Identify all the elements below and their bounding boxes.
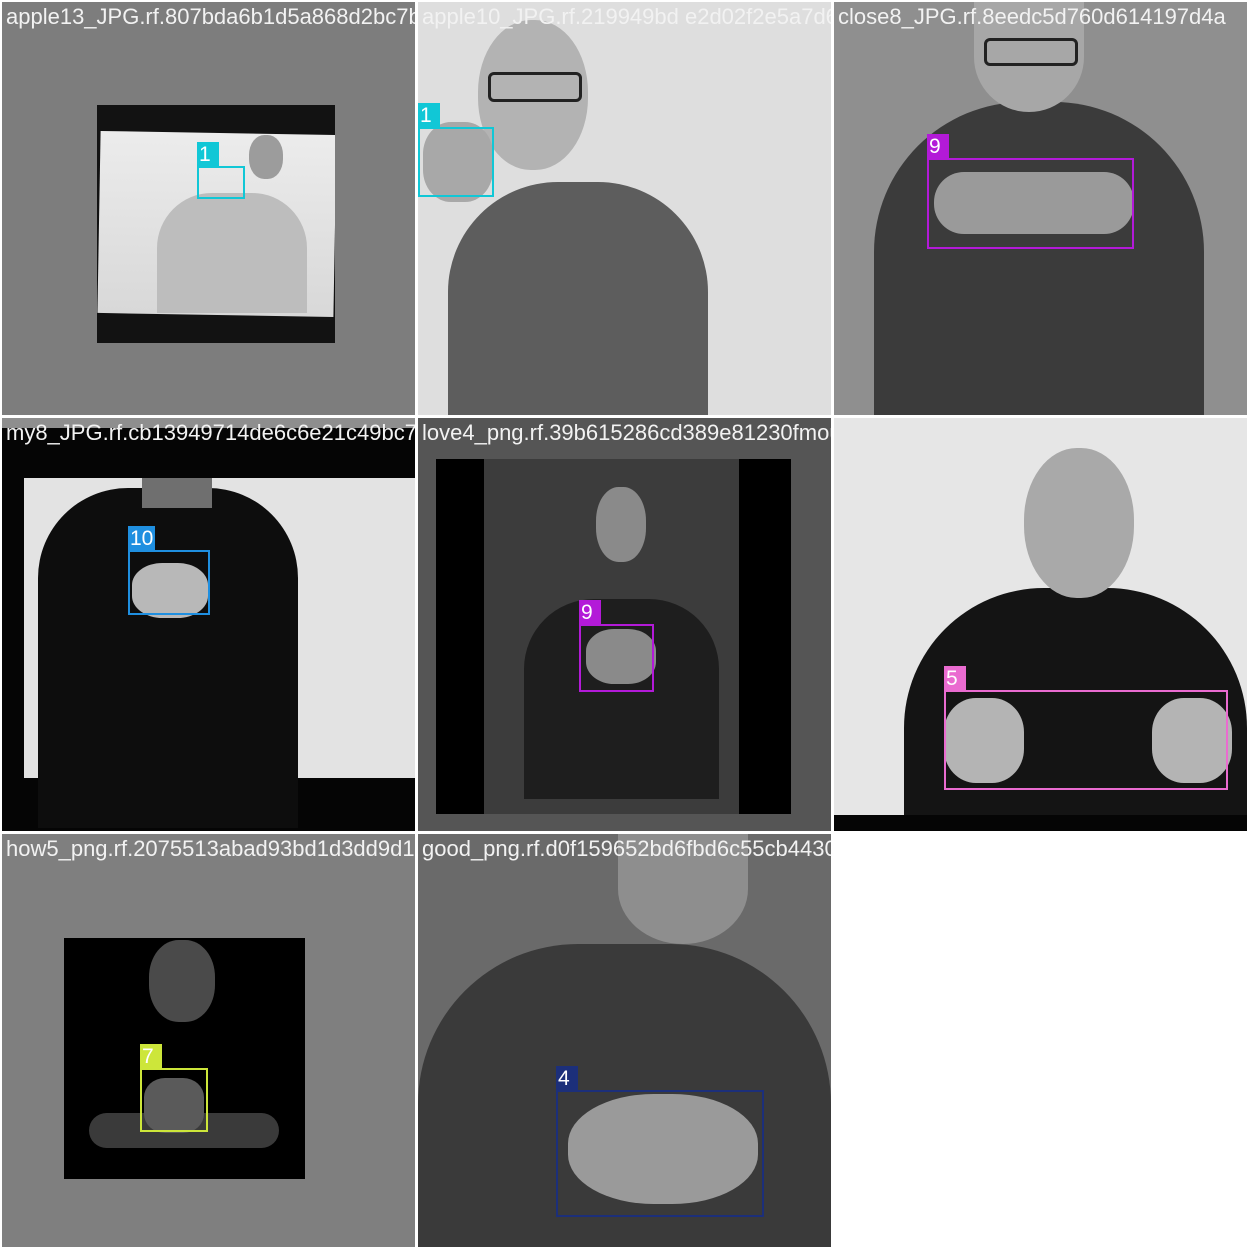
class-label-7: 7	[140, 1044, 162, 1068]
class-label-8: 4	[556, 1066, 578, 1090]
class-label-2: 1	[418, 103, 440, 127]
filename-8: good_png.rf.d0f159652bd6fbd6c55cb4430a0	[422, 836, 831, 861]
filename-1: apple13_JPG.rf.807bda6b1d5a868d2bc7b140	[6, 4, 415, 29]
detection-box-5: 9	[579, 600, 654, 692]
class-label-1: 1	[197, 142, 219, 166]
detection-box-8: 4	[556, 1066, 764, 1217]
tile-3: 9 close8_JPG.rf.8eedc5d760d614197d4a	[834, 2, 1247, 415]
tile-2: 1 apple10_JPG.rf.219949bd e2d02f2e5a7d6a…	[418, 2, 831, 415]
detection-box-3: 9	[927, 134, 1134, 249]
detection-box-2: 1	[418, 103, 494, 197]
photo-7	[64, 938, 305, 1179]
photo-5	[436, 459, 791, 814]
detection-box-4: 10	[128, 526, 210, 615]
detection-box-6: 5	[944, 666, 1228, 790]
detection-box-1: 1	[197, 142, 245, 199]
photo-1	[97, 105, 335, 343]
class-label-6: 5	[944, 666, 966, 690]
filename-2: apple10_JPG.rf.219949bd e2d02f2e5a7d6a30…	[422, 4, 831, 29]
tile-7: 7 how5_png.rf.2075513abad93bd1d3dd9d1d0_…	[2, 834, 415, 1247]
class-label-4: 10	[128, 526, 156, 550]
class-label-5: 9	[579, 600, 601, 624]
class-label-3: 9	[927, 134, 949, 158]
tile-1: 1 apple13_JPG.rf.807bda6b1d5a868d2bc7b14…	[2, 2, 415, 415]
filename-7: how5_png.rf.2075513abad93bd1d3dd9d1d0_58	[6, 836, 415, 861]
tile-8: 4 good_png.rf.d0f159652bd6fbd6c55cb4430a…	[418, 834, 831, 1247]
detection-box-7: 7	[140, 1044, 208, 1132]
tile-6: 5	[834, 418, 1247, 831]
tile-4: 10 my8_JPG.rf.cb13949714de6c6e21c49bc7e5…	[2, 418, 415, 831]
filename-4: my8_JPG.rf.cb13949714de6c6e21c49bc7e54f2	[6, 420, 415, 445]
filename-3: close8_JPG.rf.8eedc5d760d614197d4a	[838, 4, 1226, 29]
filename-5: love4_png.rf.39b615286cd389e81230fmouse0…	[422, 420, 831, 445]
photo-4	[2, 428, 415, 831]
empty-tile	[834, 834, 1247, 1247]
tile-5: 9 love4_png.rf.39b615286cd389e81230fmous…	[418, 418, 831, 831]
